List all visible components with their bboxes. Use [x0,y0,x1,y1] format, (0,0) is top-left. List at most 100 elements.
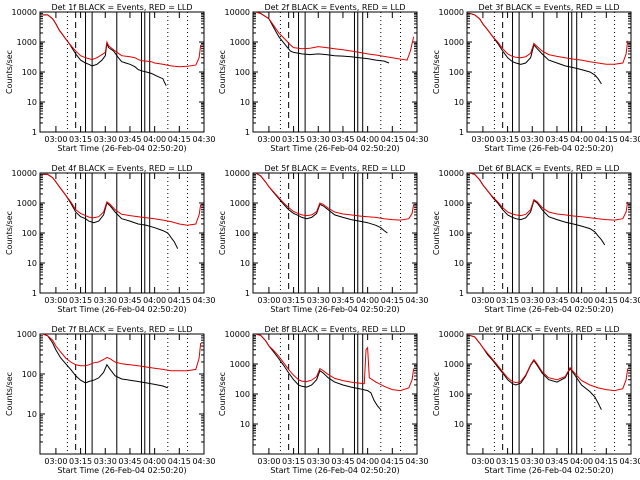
x-tick-label: 04:00 [570,457,593,466]
y-tick-label: 10000 [439,330,464,339]
y-axis-label: Counts/sec [218,372,227,416]
plot-frame [39,333,205,455]
x-tick-label: 03:45 [545,457,568,466]
x-tick-label: 03:30 [521,135,544,144]
x-tick-label: 03:00 [257,135,280,144]
x-tick-label: 04:30 [192,135,215,144]
y-tick-label: 100 [449,390,464,399]
x-tick-label: 03:00 [257,457,280,466]
x-axis-label: Start Time (26-Feb-04 02:50:20) [57,305,186,314]
x-tick-label: 04:30 [405,457,428,466]
panel-title: Det 3f BLACK = Events, RED = LLD [478,3,619,12]
y-tick-label: 10 [240,259,250,268]
lld-line [469,334,629,392]
x-axis-label: Start Time (26-Feb-04 02:50:20) [270,305,399,314]
y-tick-label: 100 [235,68,250,77]
x-tick-label: 04:15 [595,457,618,466]
lld-line [42,173,202,226]
y-tick-label: 1 [32,289,37,298]
y-axis-label: Counts/sec [218,50,227,94]
x-tick-label: 03:15 [496,296,519,305]
time-markers [66,334,189,454]
lld-line [469,12,629,65]
lld-line [42,14,202,68]
x-tick-label: 03:15 [282,135,305,144]
y-tick-label: 1 [459,128,464,137]
y-tick-label: 10 [27,259,37,268]
y-tick-label: 10000 [439,169,464,178]
y-tick-label: 100 [449,229,464,238]
x-tick-label: 03:30 [521,296,544,305]
detector-panel-2: Det 2f BLACK = Events, RED = LLD 1 10 100 10… [218,3,429,153]
x-tick-label: 03:15 [496,135,519,144]
x-tick-label: 03:30 [307,296,330,305]
series-group [469,173,629,246]
y-tick-label: 1000 [17,38,37,47]
y-tick-label: 10000 [12,8,37,17]
detector-panel-1: Det 1f BLACK = Events, RED = LLD 1 10 100 10… [5,3,216,153]
x-tick-label: 04:15 [595,135,618,144]
series-group [255,334,415,411]
events-line [42,173,179,249]
panel-title: Det 4f BLACK = Events, RED = LLD [51,164,192,173]
y-tick-label: 10 [27,98,37,107]
series-group [42,173,202,249]
events-line [42,14,167,86]
detector-panel-5: Det 5f BLACK = Events, RED = LLD 1 10 100 10… [218,164,429,314]
series-group [469,12,629,85]
y-axis-label: Counts/sec [5,50,14,94]
time-markers [493,173,616,293]
y-tick-label: 1000 [230,199,250,208]
plot-frame [39,11,205,133]
plot-frame [466,333,632,455]
x-tick-label: 04:00 [143,135,166,144]
panel-title: Det 5f BLACK = Events, RED = LLD [264,164,405,173]
events-line [469,334,602,410]
x-axis-label: Start Time (26-Feb-04 02:50:20) [484,305,613,314]
x-tick-label: 03:00 [44,296,67,305]
y-axis-label: Counts/sec [432,372,441,416]
y-tick-label: 100 [235,229,250,238]
y-axis-label: Counts/sec [432,211,441,255]
x-axis-label: Start Time (26-Feb-04 02:50:20) [57,466,186,475]
y-tick-label: 10 [27,410,37,419]
time-markers [66,12,189,132]
events-line [42,334,168,389]
y-tick-label: 1000 [17,199,37,208]
x-tick-label: 04:30 [405,296,428,305]
x-tick-label: 04:00 [570,135,593,144]
plot-frame [466,11,632,133]
y-tick-label: 10000 [439,8,464,17]
x-tick-label: 04:30 [619,296,640,305]
y-tick-label: 1000 [444,38,464,47]
series-group [42,334,202,389]
y-tick-label: 10 [454,259,464,268]
time-markers [66,173,189,293]
x-tick-label: 03:15 [69,296,92,305]
y-tick-label: 10 [240,420,250,429]
x-tick-label: 04:15 [595,296,618,305]
x-tick-label: 04:30 [619,135,640,144]
time-markers [279,173,402,293]
plot-frame [252,11,418,133]
x-tick-label: 04:30 [192,457,215,466]
lld-line [255,12,415,61]
x-axis-label: Start Time (26-Feb-04 02:50:20) [484,466,613,475]
x-tick-label: 04:00 [143,457,166,466]
detector-panel-3: Det 3f BLACK = Events, RED = LLD 1 10 100 10… [432,3,640,153]
detector-panel-7: Det 7f BLACK = Events, RED = LLD 10 100 100… [5,325,216,475]
x-tick-label: 03:30 [94,135,117,144]
panel-title: Det 1f BLACK = Events, RED = LLD [51,3,192,12]
detector-panel-8: Det 8f BLACK = Events, RED = LLD 10 100 100… [218,325,429,475]
x-tick-label: 03:45 [118,135,141,144]
y-tick-label: 1 [459,289,464,298]
time-markers [279,12,402,132]
x-tick-label: 04:30 [405,135,428,144]
x-tick-label: 03:30 [307,135,330,144]
x-axis-label: Start Time (26-Feb-04 02:50:20) [270,144,399,153]
x-tick-label: 03:45 [331,296,354,305]
x-tick-label: 03:00 [471,296,494,305]
plot-frame [466,172,632,294]
y-axis-label: Counts/sec [218,211,227,255]
series-group [42,14,202,86]
